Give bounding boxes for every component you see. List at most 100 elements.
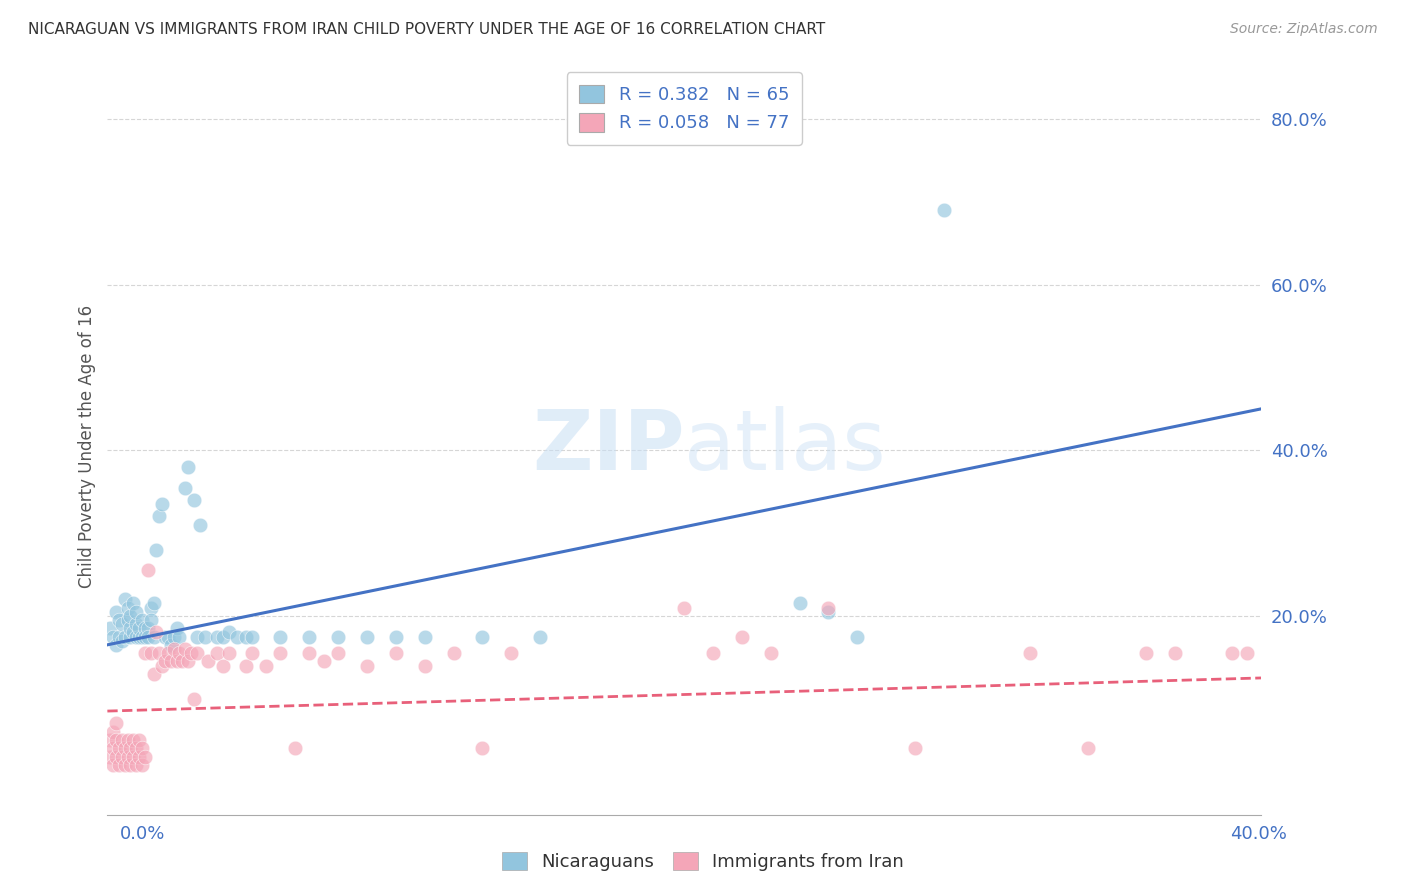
Point — [125, 630, 148, 644]
Point — [114, 630, 136, 644]
Point — [128, 621, 150, 635]
Point — [174, 642, 197, 657]
Point — [105, 716, 128, 731]
Point — [312, 654, 335, 668]
Point — [101, 741, 124, 756]
Point — [111, 749, 134, 764]
Point — [529, 630, 551, 644]
Legend: R = 0.382   N = 65, R = 0.058   N = 77: R = 0.382 N = 65, R = 0.058 N = 77 — [567, 72, 801, 145]
Point — [134, 749, 156, 764]
Point — [105, 733, 128, 747]
Point — [148, 509, 170, 524]
Point — [166, 654, 188, 668]
Point — [205, 630, 228, 644]
Point — [174, 481, 197, 495]
Point — [169, 630, 191, 644]
Point — [117, 613, 139, 627]
Text: atlas: atlas — [685, 406, 886, 487]
Point — [150, 658, 173, 673]
Point — [1278, 646, 1301, 660]
Point — [111, 617, 134, 632]
Point — [128, 749, 150, 764]
Point — [117, 733, 139, 747]
Point — [269, 646, 291, 660]
Point — [142, 666, 165, 681]
Point — [101, 630, 124, 644]
Point — [98, 733, 121, 747]
Point — [326, 630, 349, 644]
Point — [120, 630, 142, 644]
Point — [284, 741, 307, 756]
Point — [846, 630, 869, 644]
Point — [183, 492, 205, 507]
Text: ZIP: ZIP — [531, 406, 685, 487]
Point — [108, 741, 131, 756]
Point — [932, 203, 955, 218]
Point — [254, 658, 277, 673]
Point — [169, 646, 191, 660]
Point — [117, 749, 139, 764]
Point — [153, 630, 176, 644]
Point — [128, 630, 150, 644]
Point — [142, 596, 165, 610]
Point — [117, 600, 139, 615]
Point — [235, 630, 257, 644]
Point — [218, 625, 240, 640]
Point — [240, 646, 263, 660]
Point — [817, 605, 839, 619]
Point — [759, 646, 782, 660]
Point — [122, 625, 145, 640]
Point — [98, 621, 121, 635]
Point — [134, 630, 156, 644]
Point — [101, 724, 124, 739]
Point — [142, 630, 165, 644]
Point — [356, 658, 378, 673]
Point — [501, 646, 523, 660]
Point — [136, 630, 159, 644]
Point — [125, 617, 148, 632]
Text: NICARAGUAN VS IMMIGRANTS FROM IRAN CHILD POVERTY UNDER THE AGE OF 16 CORRELATION: NICARAGUAN VS IMMIGRANTS FROM IRAN CHILD… — [28, 22, 825, 37]
Point — [139, 646, 162, 660]
Point — [240, 630, 263, 644]
Point — [163, 630, 186, 644]
Point — [1163, 646, 1185, 660]
Text: 40.0%: 40.0% — [1230, 825, 1286, 843]
Point — [108, 757, 131, 772]
Point — [120, 608, 142, 623]
Point — [114, 741, 136, 756]
Point — [136, 563, 159, 577]
Point — [298, 630, 321, 644]
Point — [105, 638, 128, 652]
Point — [356, 630, 378, 644]
Point — [122, 749, 145, 764]
Legend: Nicaraguans, Immigrants from Iran: Nicaraguans, Immigrants from Iran — [495, 845, 911, 879]
Point — [471, 630, 494, 644]
Point — [197, 654, 219, 668]
Text: Source: ZipAtlas.com: Source: ZipAtlas.com — [1230, 22, 1378, 37]
Point — [673, 600, 696, 615]
Point — [160, 654, 183, 668]
Point — [105, 749, 128, 764]
Point — [145, 542, 167, 557]
Point — [1019, 646, 1042, 660]
Point — [413, 658, 436, 673]
Point — [156, 630, 179, 644]
Point — [148, 646, 170, 660]
Point — [139, 613, 162, 627]
Point — [1077, 741, 1099, 756]
Point — [111, 733, 134, 747]
Point — [413, 630, 436, 644]
Point — [218, 646, 240, 660]
Point — [163, 642, 186, 657]
Point — [120, 621, 142, 635]
Point — [145, 625, 167, 640]
Point — [131, 630, 153, 644]
Point — [120, 741, 142, 756]
Point — [205, 646, 228, 660]
Point — [134, 646, 156, 660]
Point — [177, 654, 200, 668]
Point — [122, 733, 145, 747]
Point — [177, 459, 200, 474]
Point — [166, 621, 188, 635]
Point — [1220, 646, 1243, 660]
